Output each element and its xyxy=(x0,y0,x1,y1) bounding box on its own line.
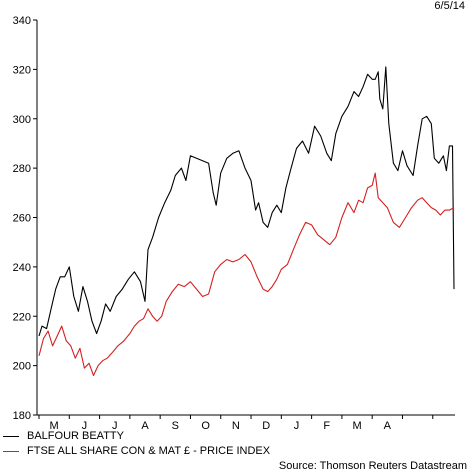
x-tick-label: O xyxy=(201,420,210,432)
legend-swatch-red xyxy=(3,450,19,452)
series-line-balfour-beatty xyxy=(38,66,455,337)
y-tick-label: 260 xyxy=(13,213,31,225)
y-tick-label: 220 xyxy=(13,311,31,323)
legend-item-ftse: FTSE ALL SHARE CON & MAT £ - PRICE INDEX xyxy=(3,445,270,457)
x-tick-label: N xyxy=(232,420,240,432)
y-axis: 180 200 220 240 260 280 300 320 340 xyxy=(13,15,38,422)
y-tick-label: 320 xyxy=(13,64,31,76)
x-tick-label: M xyxy=(352,420,361,432)
x-tick-label: M xyxy=(50,420,59,432)
legend-label-ftse: FTSE ALL SHARE CON & MAT £ - PRICE INDEX xyxy=(27,445,271,457)
y-tick-label: 200 xyxy=(13,361,31,373)
y-tick-label: 180 xyxy=(13,410,31,422)
legend-label-balfour: BALFOUR BEATTY xyxy=(27,430,124,442)
y-tick-label: 280 xyxy=(13,163,31,175)
series-group xyxy=(38,66,455,377)
y-tick-label: 340 xyxy=(13,15,31,27)
x-tick-label: J xyxy=(294,420,300,432)
x-tick-label: J xyxy=(112,420,118,432)
y-tick-label: 300 xyxy=(13,114,31,126)
x-tick-label: S xyxy=(172,420,179,432)
x-tick-label: F xyxy=(323,420,330,432)
x-tick-label: J xyxy=(82,420,88,432)
series-line-ftse-con-mat xyxy=(38,172,455,377)
x-tick-label: D xyxy=(262,420,270,432)
y-tick-label: 240 xyxy=(13,262,31,274)
x-tick-label: A xyxy=(384,420,392,432)
legend-swatch-black xyxy=(3,435,19,437)
x-tick-label: A xyxy=(141,420,149,432)
legend-item-balfour: BALFOUR BEATTY xyxy=(3,430,124,442)
source-note: Source: Thomson Reuters Datastream xyxy=(278,460,467,472)
date-label: 6/5/14 xyxy=(434,0,465,12)
